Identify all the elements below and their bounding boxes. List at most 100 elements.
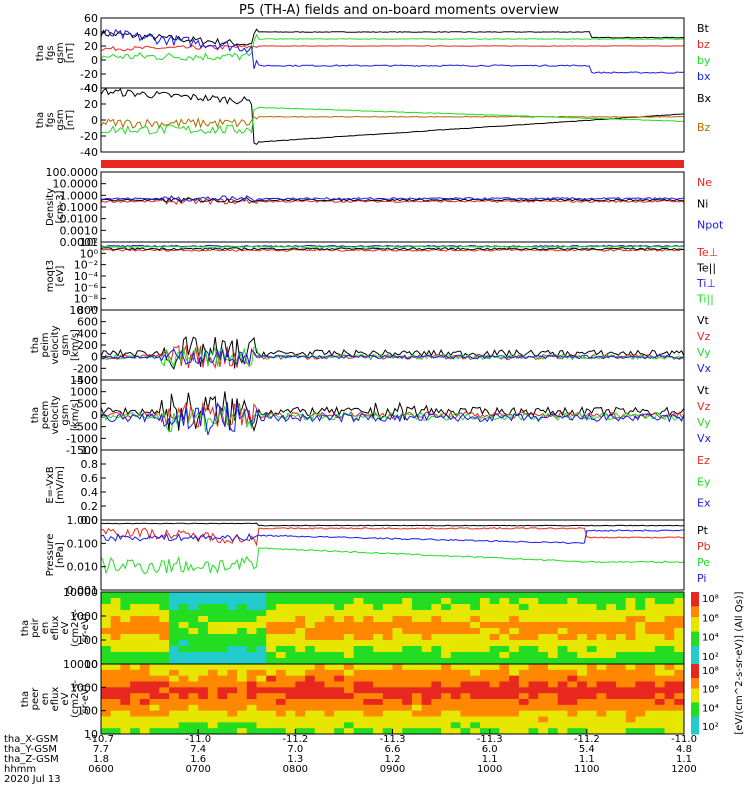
heatmap-cell (266, 616, 277, 623)
heatmap-cell (207, 664, 219, 671)
heatmap-cell (198, 658, 209, 665)
heatmap-cell (450, 634, 462, 641)
heatmap-cell (431, 622, 442, 629)
colorbar-tick: 10⁴ (702, 703, 719, 714)
heatmap-cell (139, 675, 151, 682)
heatmap-cell (334, 681, 345, 688)
heatmap-cell (460, 652, 471, 659)
heatmap-cell (295, 699, 306, 706)
Npot-trace (100, 194, 685, 203)
heatmap-cell (237, 681, 248, 688)
heatmap-cell (285, 675, 296, 682)
heatmap-cell (285, 616, 296, 623)
heatmap-cell (441, 628, 452, 635)
heatmap-cell (645, 616, 656, 623)
heatmap-cell (246, 693, 257, 700)
heatmap-cell (159, 598, 170, 605)
heatmap-cell (256, 592, 267, 599)
heatmap-cell (460, 616, 471, 623)
heatmap-cell (557, 675, 568, 682)
heatmap-cell (188, 687, 199, 694)
heatmap-cell (635, 722, 646, 729)
heatmap-cell (538, 640, 549, 647)
legend-entry: Ne (697, 176, 712, 189)
heatmap-cell (295, 675, 306, 682)
heatmap-cell (382, 610, 393, 617)
heatmap-cell (538, 646, 549, 653)
heatmap-cell (431, 716, 442, 723)
heatmap-cell (139, 722, 151, 729)
heatmap-cell (207, 704, 219, 712)
heatmap-cell (169, 699, 180, 706)
heatmap-cell (664, 704, 675, 712)
heatmap-cell (295, 693, 306, 700)
heatmap-cell (169, 728, 180, 735)
heatmap-cell (460, 646, 471, 653)
heatmap-cell (625, 610, 636, 617)
heatmap-cell (479, 664, 491, 671)
heatmap-cell (450, 622, 462, 629)
heatmap-cell (343, 652, 355, 659)
heatmap-cell (654, 664, 666, 671)
heatmap-cell (373, 610, 384, 617)
heatmap-cell (275, 693, 287, 700)
heatmap-cell (334, 610, 345, 617)
heatmap-cell (450, 610, 462, 617)
heatmap-cell (256, 652, 267, 659)
heatmap-cell (615, 728, 627, 735)
heatmap-cell (159, 693, 170, 700)
y-axis-label: tha (30, 407, 41, 423)
heatmap-cell (373, 687, 384, 694)
heatmap-cell (567, 622, 578, 629)
heatmap-cell (664, 693, 675, 700)
heatmap-cell (421, 669, 432, 677)
heatmap-cell (499, 616, 510, 623)
legend-entry: Ni (697, 197, 708, 210)
heatmap-cell (528, 616, 539, 623)
heatmap-cell (275, 728, 287, 735)
heatmap-cell (411, 640, 423, 647)
heatmap-cell (547, 640, 559, 647)
y-tick-label: 0.100 (67, 537, 99, 550)
heatmap-cell (586, 634, 598, 641)
heatmap-cell (110, 710, 121, 717)
heatmap-cell (295, 716, 306, 723)
heatmap-cell (547, 687, 559, 694)
heatmap-cell (285, 622, 296, 629)
heatmap-cell (509, 675, 520, 682)
colorbar-cell (691, 624, 699, 629)
heatmap-cell (625, 616, 636, 623)
heatmap-cell (275, 675, 287, 682)
heatmap-cell (305, 604, 316, 611)
ephemeris-value: -10.7 (88, 734, 114, 745)
heatmap-cell (411, 693, 423, 700)
y-axis-label: (cm2-s- (70, 609, 81, 647)
heatmap-cell (606, 699, 617, 706)
heatmap-cell (139, 646, 151, 653)
heatmap-cell (217, 604, 228, 611)
heatmap-cell (295, 687, 306, 694)
heatmap-cell (635, 616, 646, 623)
heatmap-cell (567, 716, 578, 723)
heatmap-cell (149, 728, 160, 735)
heatmap-cell (382, 652, 393, 659)
ephemeris-value: -11.2 (282, 734, 308, 745)
heatmap-cell (314, 610, 325, 617)
heatmap-cell (120, 716, 131, 723)
heatmap-cell (314, 592, 325, 599)
heatmap-cell (334, 652, 345, 659)
heatmap-cell (577, 722, 588, 729)
colorbar-cell (691, 702, 699, 707)
ephemeris-value: -11.0 (671, 734, 697, 745)
heatmap-cell (237, 710, 248, 717)
heatmap-cell (441, 610, 452, 617)
heatmap-cell (120, 598, 131, 605)
heatmap-cell (528, 693, 539, 700)
heatmap-cell (411, 675, 423, 682)
heatmap-cell (606, 728, 617, 735)
heatmap-cell (460, 704, 471, 712)
heatmap-cell (246, 716, 257, 723)
heatmap-cell (217, 640, 228, 647)
heatmap-cell (557, 592, 568, 599)
